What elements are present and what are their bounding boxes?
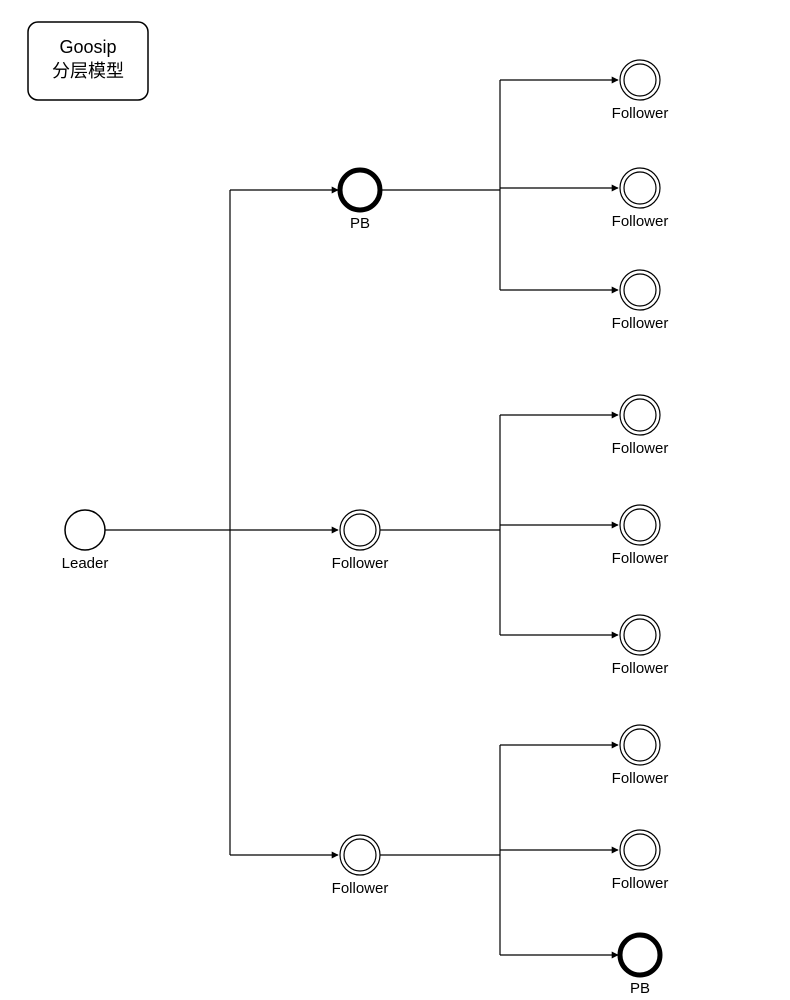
node-g1b: Follower	[612, 168, 669, 230]
node-label: Follower	[612, 770, 669, 787]
node-label: PB	[350, 215, 370, 232]
node-label: PB	[630, 980, 650, 997]
node-label: Follower	[612, 660, 669, 677]
node-label: Follower	[612, 550, 669, 567]
node-g3c: PB	[620, 935, 660, 997]
node-label: Follower	[612, 315, 669, 332]
node-g1c: Follower	[612, 270, 669, 332]
node-label: Follower	[332, 880, 389, 897]
diagram-canvas: Goosip 分层模型 Leader PB Follower Follower Follow…	[0, 0, 790, 1000]
node-g1a: Follower	[612, 60, 669, 122]
node-label: Follower	[612, 440, 669, 457]
node-label: Follower	[612, 875, 669, 892]
node-label: Follower	[612, 213, 669, 230]
node-g2a: Follower	[612, 395, 669, 457]
title-line-2: 分层模型	[52, 61, 124, 81]
node-m3: Follower	[332, 835, 389, 897]
node-g3a: Follower	[612, 725, 669, 787]
node-label: Leader	[62, 555, 109, 572]
node-label: Follower	[612, 105, 669, 122]
node-m2: Follower	[332, 510, 389, 572]
node-g3b: Follower	[612, 830, 669, 892]
node-m1: PB	[340, 170, 380, 232]
node-leader: Leader	[62, 510, 109, 572]
node-label: Follower	[332, 555, 389, 572]
title-line-1: Goosip	[59, 37, 116, 57]
node-g2c: Follower	[612, 615, 669, 677]
node-g2b: Follower	[612, 505, 669, 567]
